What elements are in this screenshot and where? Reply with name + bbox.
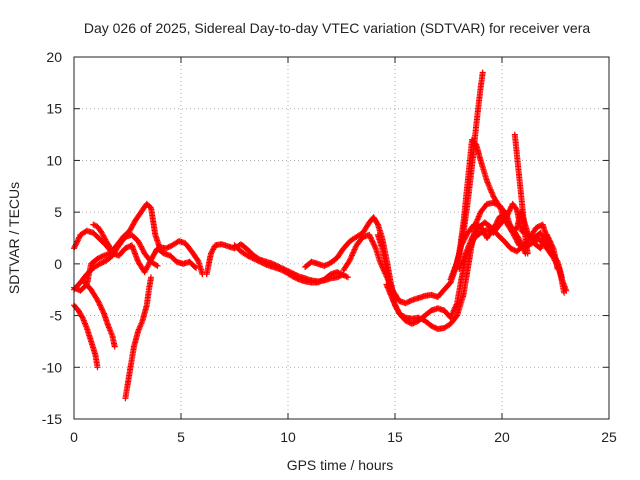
y-tick-label: -5 xyxy=(50,308,63,324)
data-point xyxy=(154,262,161,269)
y-tick-label: 5 xyxy=(54,204,62,220)
y-tick-label: -10 xyxy=(42,359,62,375)
data-point xyxy=(106,244,113,251)
x-tick-label: 0 xyxy=(70,429,78,445)
data-point xyxy=(513,205,520,212)
x-tick-label: 25 xyxy=(601,429,617,445)
series-track-3 xyxy=(71,200,206,294)
data-point xyxy=(539,241,546,248)
series-track-12 xyxy=(374,199,565,332)
y-tick-label: 20 xyxy=(46,49,62,65)
x-tick-label: 15 xyxy=(387,429,403,445)
x-tick-labels: 0 5 10 15 20 25 xyxy=(70,429,617,445)
data-markers xyxy=(71,69,570,402)
series-track-16 xyxy=(511,131,531,257)
data-point xyxy=(94,364,101,371)
x-axis-label: GPS time / hours xyxy=(287,457,394,473)
data-point xyxy=(100,309,107,316)
data-point xyxy=(344,274,351,281)
data-point xyxy=(563,287,570,294)
plot-frame xyxy=(73,56,610,420)
x-tick-label: 20 xyxy=(494,429,510,445)
x-tick-label: 10 xyxy=(280,429,296,445)
y-tick-label: 0 xyxy=(54,256,62,272)
data-point xyxy=(148,274,154,281)
data-point xyxy=(99,306,105,313)
data-point xyxy=(74,238,81,245)
data-point xyxy=(95,298,102,305)
chart-title: Day 026 of 2025, Sidereal Day-to-day VTE… xyxy=(84,20,590,36)
y-axis-label: SDTVAR / TECUs xyxy=(6,182,22,294)
data-point xyxy=(366,231,373,238)
y-tick-label: -15 xyxy=(42,411,62,427)
x-tick-label: 5 xyxy=(177,429,185,445)
y-tick-labels: -15 -10 -5 0 5 10 15 20 xyxy=(42,49,62,427)
y-tick-label: 15 xyxy=(46,101,62,117)
y-tick-label: 10 xyxy=(46,152,62,168)
series-track-5 xyxy=(81,279,118,350)
series-track-15b xyxy=(447,213,529,283)
data-point xyxy=(111,343,118,350)
data-point xyxy=(505,208,512,215)
series-track-7 xyxy=(122,274,154,402)
series-track-6 xyxy=(90,221,114,252)
data-point xyxy=(107,245,114,252)
data-point xyxy=(153,262,160,269)
data-point xyxy=(191,264,198,270)
data-point xyxy=(496,202,503,209)
data-point xyxy=(524,250,531,257)
data-point xyxy=(71,244,78,250)
data-point xyxy=(78,313,85,320)
data-point xyxy=(479,69,486,76)
series-track-9 xyxy=(231,242,351,286)
data-point xyxy=(374,220,381,227)
series-track-4 xyxy=(71,302,101,371)
